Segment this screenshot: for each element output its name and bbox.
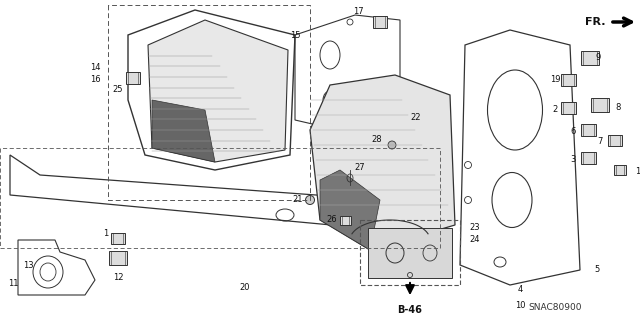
Bar: [373, 16, 387, 28]
Text: 18: 18: [635, 167, 640, 176]
Text: 21: 21: [292, 196, 303, 204]
Ellipse shape: [305, 196, 314, 204]
Text: 7: 7: [597, 137, 603, 146]
Text: 20: 20: [240, 284, 250, 293]
Text: 26: 26: [326, 216, 337, 225]
Text: 3: 3: [570, 155, 576, 165]
Text: 25: 25: [113, 85, 124, 94]
Bar: [580, 152, 595, 164]
Text: 10: 10: [515, 300, 525, 309]
Text: 14: 14: [90, 63, 100, 72]
Bar: [561, 74, 575, 86]
Text: 23: 23: [470, 224, 480, 233]
Polygon shape: [148, 20, 288, 162]
Text: 22: 22: [411, 114, 421, 122]
Text: 27: 27: [355, 164, 365, 173]
Bar: [111, 233, 125, 243]
Text: 17: 17: [353, 8, 364, 17]
Text: 5: 5: [595, 265, 600, 275]
Text: 11: 11: [8, 278, 19, 287]
Text: 28: 28: [372, 136, 382, 145]
Bar: [614, 165, 626, 175]
Text: 9: 9: [595, 53, 600, 62]
Text: 13: 13: [22, 261, 33, 270]
Ellipse shape: [388, 141, 396, 149]
Polygon shape: [310, 75, 455, 250]
Text: 6: 6: [570, 128, 576, 137]
Bar: [561, 102, 575, 114]
Text: 8: 8: [615, 102, 621, 112]
Text: 2: 2: [552, 106, 557, 115]
Polygon shape: [152, 100, 215, 162]
Text: B-46: B-46: [397, 305, 422, 315]
Text: 16: 16: [90, 76, 100, 85]
Bar: [580, 124, 595, 136]
Bar: [608, 135, 622, 145]
Text: 15: 15: [290, 31, 300, 40]
Text: 1: 1: [104, 228, 109, 238]
Polygon shape: [368, 228, 452, 278]
Text: SNAC80900: SNAC80900: [528, 303, 582, 313]
Text: 24: 24: [470, 235, 480, 244]
Text: 12: 12: [113, 273, 124, 283]
Text: 19: 19: [550, 76, 560, 85]
Bar: [581, 51, 599, 65]
Bar: [339, 216, 351, 225]
Polygon shape: [320, 170, 380, 250]
Text: FR.: FR.: [585, 17, 605, 27]
Bar: [126, 72, 140, 84]
Bar: [591, 98, 609, 112]
Bar: [109, 251, 127, 265]
Text: 4: 4: [517, 286, 523, 294]
